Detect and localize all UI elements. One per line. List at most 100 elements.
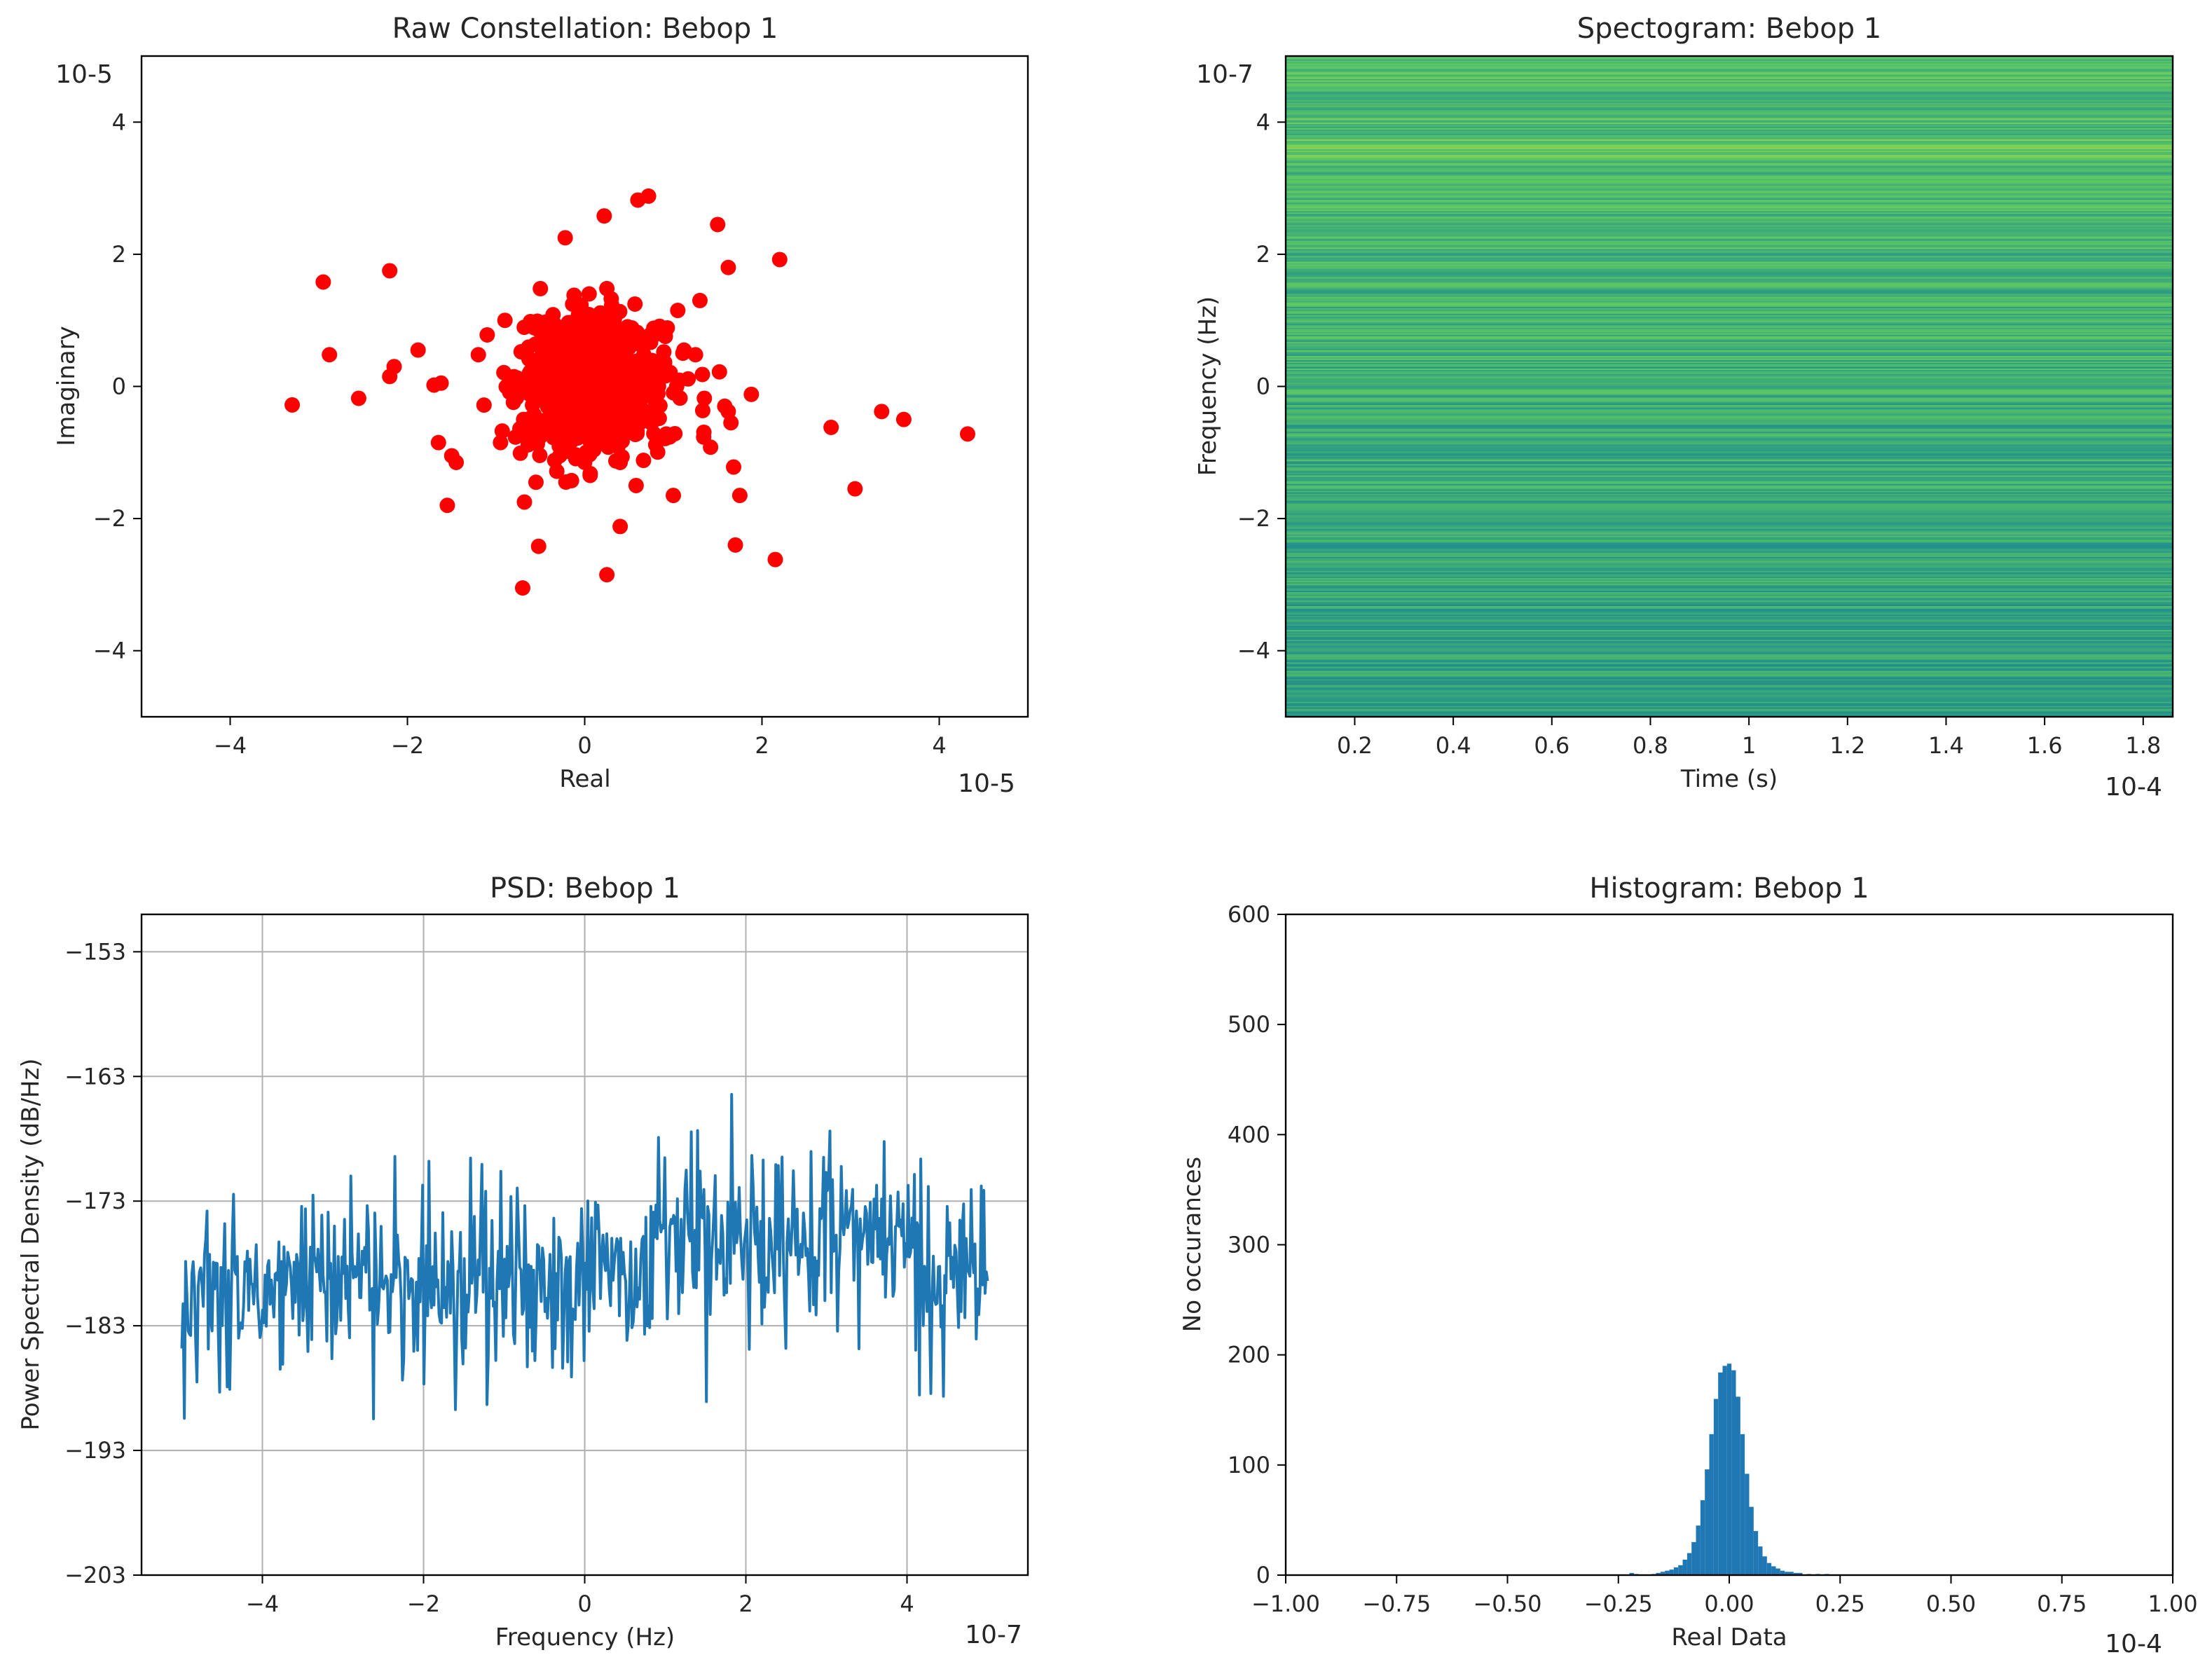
spectrogram-row	[1286, 309, 2173, 311]
spectrogram-row	[1286, 504, 2173, 507]
spectrogram-row	[1286, 352, 2173, 355]
constellation-point	[642, 327, 658, 343]
spectrogram-row	[1286, 643, 2173, 646]
spectrogram-row	[1286, 252, 2173, 255]
spectrogram-row	[1286, 692, 2173, 695]
psd-ytick-label: −193	[64, 1437, 126, 1464]
spectrogram-row	[1286, 177, 2173, 179]
spectrogram-row	[1286, 462, 2173, 465]
spectrogram-row	[1286, 680, 2173, 682]
spectrogram-row	[1286, 514, 2173, 516]
spectrogram-row	[1286, 362, 2173, 364]
spectrogram-row	[1286, 139, 2173, 141]
spectrogram-row	[1286, 348, 2173, 350]
constellation-point	[479, 327, 495, 343]
histogram-bar	[1793, 1572, 1799, 1575]
spectrogram-row	[1286, 455, 2173, 458]
spectrogram-row	[1286, 275, 2173, 277]
constellation-point	[771, 252, 788, 268]
spectrogram-xtick-label: 0.8	[1633, 732, 1668, 759]
spectrogram-row	[1286, 87, 2173, 89]
spectrogram-row	[1286, 147, 2173, 150]
spectrogram-row	[1286, 698, 2173, 701]
spectrogram-row	[1286, 119, 2173, 121]
constellation-point	[526, 406, 542, 423]
constellation-point	[430, 434, 446, 451]
spectrogram-row	[1286, 392, 2173, 394]
spectrogram-row	[1286, 330, 2173, 332]
spectrogram-row	[1286, 248, 2173, 251]
spectrogram-row	[1286, 146, 2173, 149]
spectrogram-row	[1286, 526, 2173, 528]
spectrogram-row	[1286, 603, 2173, 605]
spectrogram-row	[1286, 315, 2173, 317]
spectrogram-row	[1286, 336, 2173, 338]
spectrogram-row	[1286, 681, 2173, 684]
spectrogram-row	[1286, 626, 2173, 629]
spectrogram-row	[1286, 709, 2173, 712]
constellation-point	[568, 451, 584, 467]
spectrogram-ytick-label: 2	[1256, 241, 1270, 268]
histogram-bar	[1766, 1562, 1772, 1575]
spectrogram-row	[1286, 430, 2173, 432]
histogram-bar	[1687, 1553, 1692, 1575]
spectrogram-row	[1286, 56, 2173, 58]
spectrogram-row	[1286, 259, 2173, 262]
constellation-point	[315, 274, 331, 290]
constellation-point	[577, 392, 593, 408]
histogram-bar	[1709, 1434, 1714, 1575]
spectrogram-row	[1286, 674, 2173, 677]
spectrogram-row	[1286, 92, 2173, 95]
constellation-point	[847, 481, 863, 497]
spectrogram-row	[1286, 660, 2173, 663]
spectrogram-row	[1286, 69, 2173, 71]
spectrogram-row	[1286, 207, 2173, 210]
histogram-ytick-label: 400	[1228, 1121, 1270, 1148]
spectrogram-row	[1286, 706, 2173, 709]
constellation-point	[558, 474, 574, 490]
spectrogram-row	[1286, 105, 2173, 107]
constellation-point	[569, 356, 585, 372]
spectrogram-row	[1286, 544, 2173, 546]
spectrogram-row	[1286, 99, 2173, 102]
constellation-point	[410, 342, 426, 358]
spectrogram-row	[1286, 74, 2173, 76]
psd-line-container	[180, 1092, 989, 1420]
constellation-point	[606, 403, 622, 419]
spectrogram-row	[1286, 70, 2173, 72]
constellation-point	[284, 397, 301, 413]
spectrogram-row	[1286, 467, 2173, 470]
spectrogram-row	[1286, 223, 2173, 226]
spectrogram-row	[1286, 228, 2173, 231]
constellation-point	[597, 389, 613, 405]
spectrogram-row	[1286, 306, 2173, 308]
constellation-ticks: −4 −2 0 2 4 −4 −2 0 2 4	[93, 109, 947, 759]
spectrogram-row	[1286, 344, 2173, 346]
spectrogram-row	[1286, 295, 2173, 297]
spectrogram-row	[1286, 179, 2173, 182]
constellation-point	[518, 421, 535, 437]
histogram-bar	[1758, 1546, 1763, 1575]
spectrogram-row	[1286, 137, 2173, 139]
spectrogram-row	[1286, 326, 2173, 328]
spectrogram-row	[1286, 580, 2173, 582]
spectrogram-row	[1286, 156, 2173, 158]
spectrogram-row	[1286, 73, 2173, 75]
spectrogram-row	[1286, 631, 2173, 633]
spectrogram-row	[1286, 60, 2173, 62]
constellation-point	[711, 364, 727, 380]
spectrogram-row	[1286, 251, 2173, 254]
spectrogram-row	[1286, 182, 2173, 185]
histogram-bar	[1678, 1565, 1683, 1575]
constellation-point	[636, 453, 652, 469]
constellation-point	[650, 444, 666, 460]
histogram-panel: Histogram: Bebop 1 −1.00 −0.75 −0.50 −0.25 0…	[1179, 872, 2198, 1658]
spectrogram-row	[1286, 379, 2173, 382]
constellation-point	[591, 317, 607, 333]
constellation-point	[386, 359, 402, 375]
spectrogram-row	[1286, 410, 2173, 413]
spectrogram-row	[1286, 403, 2173, 406]
spectrogram-row	[1286, 702, 2173, 705]
spectrogram-row	[1286, 104, 2173, 106]
constellation-point	[494, 423, 510, 439]
